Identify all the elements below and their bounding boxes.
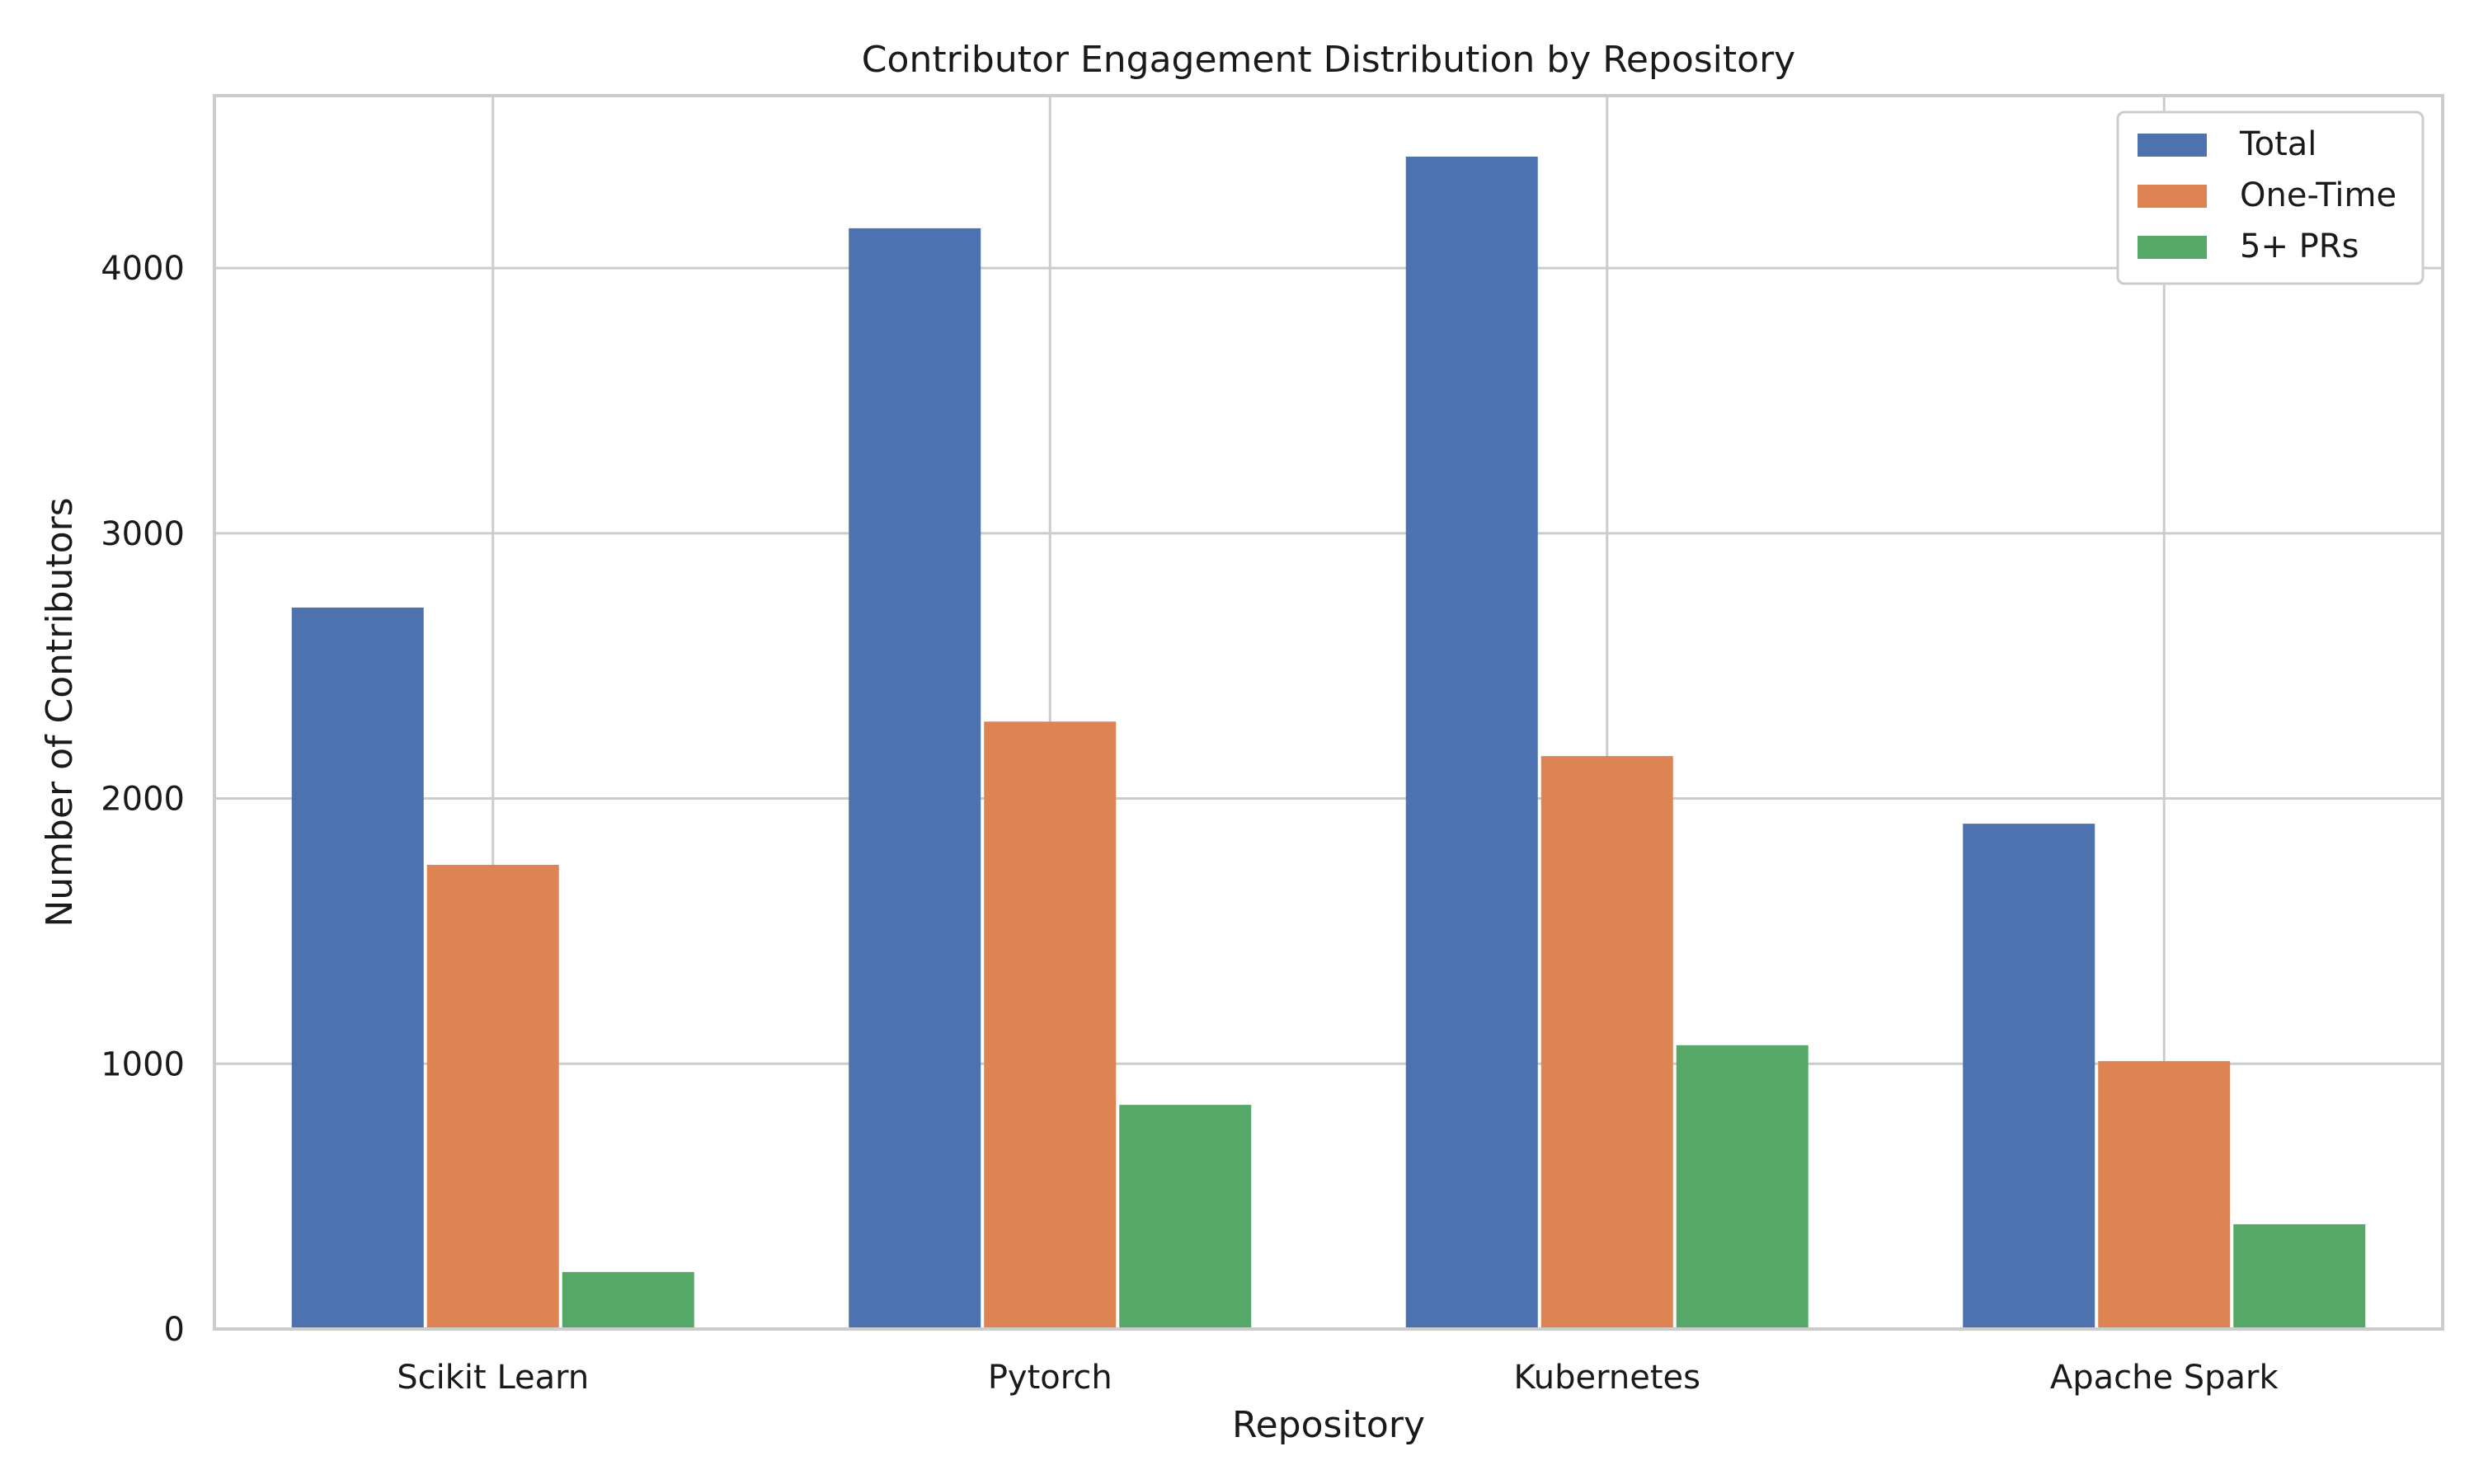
bar-5-prs-pytorch [1119,1105,1252,1329]
legend-label: One-Time [2240,176,2396,214]
y-tick-label: 3000 [101,515,185,553]
legend-label: 5+ PRs [2240,228,2359,265]
x-tick-label: Pytorch [988,1359,1112,1397]
bar-5-prs-scikit-learn [562,1271,694,1329]
bars [291,156,2366,1329]
legend: Total One-Time 5+ PRs [2116,110,2425,285]
y-axis-ticks: 0 1000 2000 3000 4000 [101,250,185,1349]
x-axis-label: Repository [1232,1404,1425,1446]
bar-total-apache-spark [1963,824,2095,1329]
x-tick-label: Kubernetes [1514,1359,1700,1397]
y-tick-label: 0 [164,1311,185,1349]
y-tick-label: 4000 [101,250,185,288]
legend-label: Total [2239,125,2316,163]
legend-swatch [2138,236,2207,259]
y-tick-label: 2000 [101,781,185,819]
bar-5-prs-kubernetes [1676,1045,1808,1329]
bar-one-time-pytorch [984,721,1117,1329]
bar-total-scikit-learn [291,607,424,1329]
bar-one-time-scikit-learn [426,864,559,1329]
y-tick-label: 1000 [101,1045,185,1083]
bar-total-pytorch [849,228,981,1329]
plot-frame [213,94,2444,1331]
x-tick-label: Apache Spark [2050,1359,2279,1397]
bar-one-time-apache-spark [2098,1061,2231,1329]
legend-swatch [2138,134,2207,157]
x-tick-label: Scikit Learn [397,1359,589,1397]
x-axis-ticks: Scikit Learn Pytorch Kubernetes Apache Spar… [397,1359,2279,1397]
bar-one-time-kubernetes [1540,756,1673,1329]
legend-swatch [2138,185,2207,208]
bar-total-kubernetes [1405,156,1538,1329]
y-axis-label: Number of Contributors [39,497,81,927]
chart-title: Contributor Engagement Distribution by R… [862,39,1795,81]
bar-5-prs-apache-spark [2233,1223,2366,1329]
